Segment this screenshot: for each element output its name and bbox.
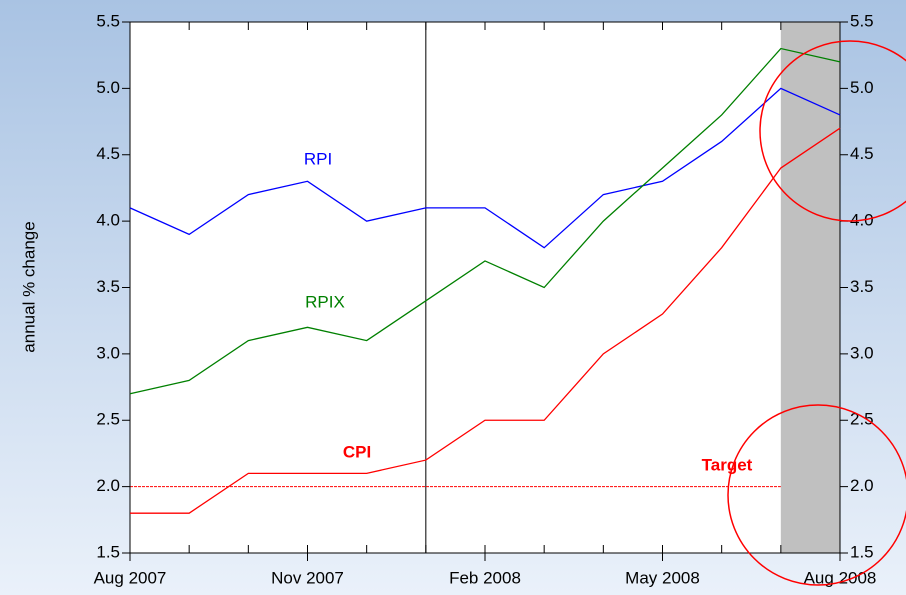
- series-line: [130, 127, 841, 514]
- series-line: [129, 47, 841, 395]
- x-tick-label: Nov 2007: [271, 568, 344, 587]
- y-tick-label: 2.5: [96, 410, 120, 429]
- y2-tick-label: 2.0: [850, 476, 874, 495]
- y2-tick-label: 1.5: [850, 542, 874, 561]
- y2-tick-label: 3.0: [850, 343, 874, 362]
- y2-tick-label: 5.0: [850, 78, 874, 97]
- y-tick-label: 2.0: [96, 476, 120, 495]
- annotation-circle: [727, 404, 906, 586]
- y-tick-label: 1.5: [96, 542, 120, 561]
- y2-tick-label: 4.5: [850, 144, 874, 163]
- y-tick-label: 3.5: [96, 277, 120, 296]
- x-tick-label: Aug 2007: [94, 568, 167, 587]
- y-tick-label: 4.5: [96, 144, 120, 163]
- y-tick-label: 3.0: [96, 343, 120, 362]
- y-tick-label: 5.5: [96, 11, 120, 30]
- x-tick-label: Feb 2008: [449, 568, 521, 587]
- plot-area: [130, 22, 840, 553]
- series-label: RPIX: [305, 292, 345, 311]
- y-tick-label: 4.0: [96, 211, 120, 230]
- x-tick-label: May 2008: [625, 568, 700, 587]
- y-tick-label: 5.0: [96, 78, 120, 97]
- series-label: CPI: [343, 442, 371, 461]
- target-label: Target: [702, 455, 753, 474]
- annotation-circle: [759, 40, 906, 222]
- y2-tick-label: 3.5: [850, 277, 874, 296]
- y2-tick-label: 5.5: [850, 11, 874, 30]
- y2-tick-label: 2.5: [850, 410, 874, 429]
- series-line: [129, 87, 841, 249]
- y-axis-label: annual % change: [19, 221, 38, 352]
- x-tick-label: Aug 2008: [804, 568, 877, 587]
- series-label: RPI: [304, 149, 332, 168]
